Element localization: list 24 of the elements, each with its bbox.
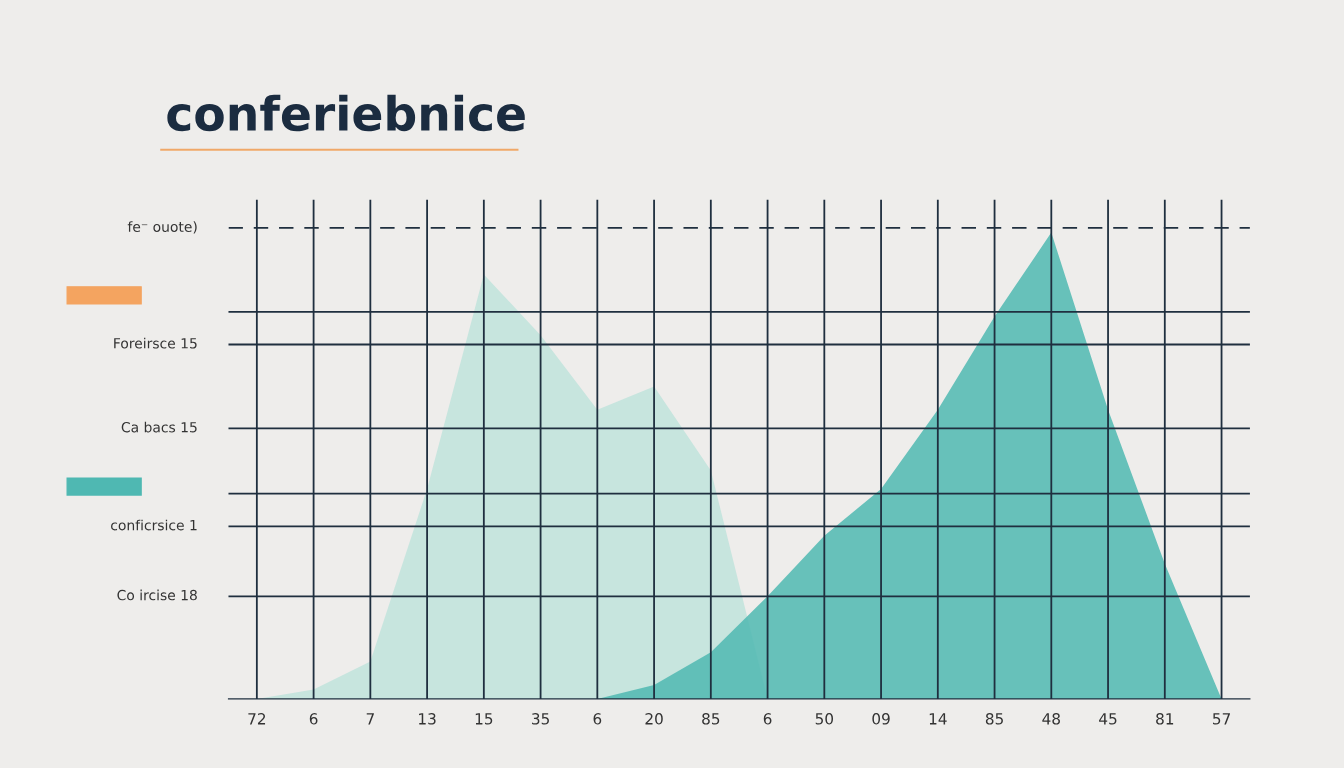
x-tick-label: 85 <box>702 713 720 725</box>
ref-line-label: conficrsice 1 <box>111 519 197 531</box>
ref-line-label: Ca bacs 15 <box>121 421 197 433</box>
ref-line-label: Co ircise 18 <box>117 589 197 601</box>
x-tick-label: 09 <box>872 713 890 725</box>
x-tick-label: 13 <box>419 713 436 725</box>
x-tick-label: 15 <box>475 713 493 725</box>
x-tick-label: 6 <box>763 713 772 725</box>
x-tick-label: 6 <box>309 713 318 725</box>
x-tick-label: 45 <box>1099 713 1117 725</box>
ref-line-label: fe⁻ ouote) <box>127 221 197 234</box>
x-tick-label: 14 <box>929 713 947 725</box>
x-tick-label: 20 <box>645 713 663 725</box>
x-tick-label: 72 <box>248 713 266 725</box>
x-tick-label: 7 <box>366 713 374 725</box>
ref-line-label: Foreirsce 15 <box>114 337 197 349</box>
x-tick-label: 35 <box>532 713 549 725</box>
x-tick-label: 81 <box>1156 713 1174 725</box>
x-tick-label: 50 <box>815 713 834 725</box>
x-tick-label: 57 <box>1213 713 1230 725</box>
x-tick-label: 85 <box>985 713 1003 725</box>
x-tick-label: 48 <box>1042 713 1060 725</box>
x-tick-label: 6 <box>593 713 602 725</box>
chart-title: conferiebnice <box>167 94 525 132</box>
